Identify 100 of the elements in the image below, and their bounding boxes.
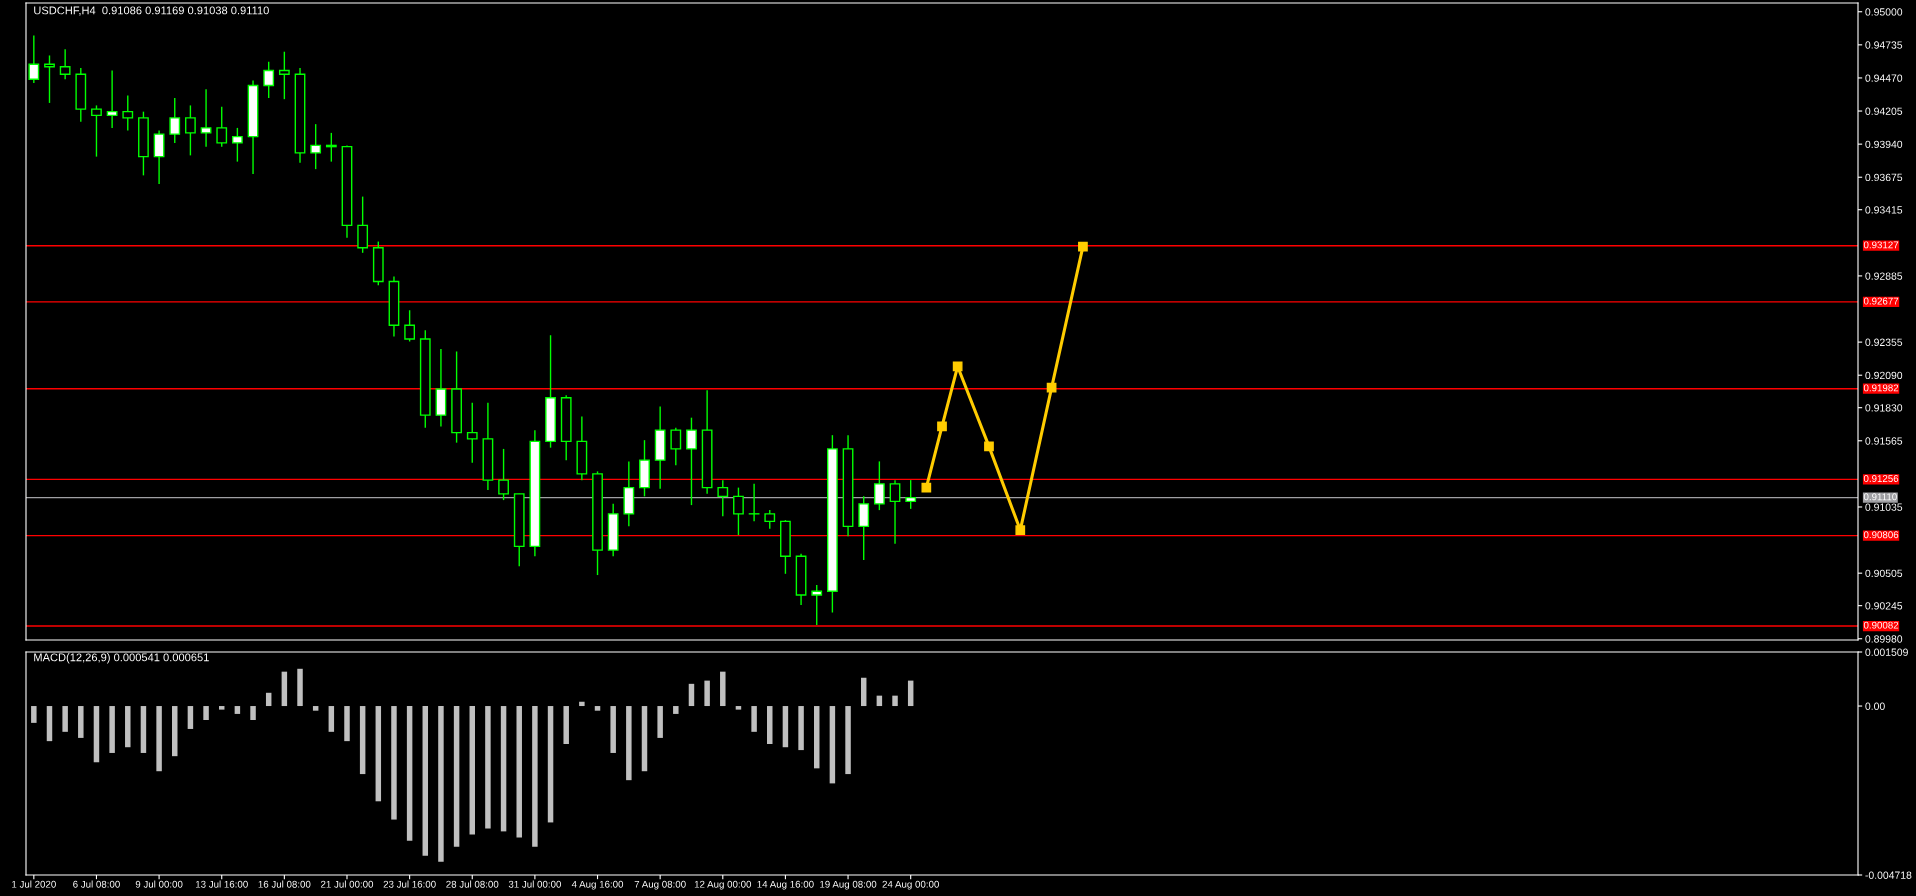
bar [250, 706, 256, 721]
bar [704, 680, 710, 707]
bar [500, 706, 507, 832]
bar [469, 706, 475, 835]
y-tick-label: 0.94470 [1865, 74, 1903, 82]
bar [328, 706, 335, 732]
candlestick [873, 460, 885, 511]
ref-line-label: 0.93127 [1863, 241, 1899, 249]
candlestick [59, 48, 71, 80]
candlestick [404, 309, 416, 343]
x-tick-label: 13 Jul 16:00 [195, 880, 248, 888]
y-tick-label: 0.94205 [1865, 107, 1903, 115]
candlestick [811, 584, 823, 626]
y-tick-label: 0.95000 [1865, 8, 1903, 16]
bar [46, 706, 53, 742]
y-tick-label: -0.004718 [1865, 871, 1912, 879]
point [937, 421, 947, 432]
ref-line-label: 0.91256 [1863, 475, 1899, 482]
y-tick-label: 0.89980 [1865, 635, 1903, 643]
bar [406, 706, 413, 841]
bar [813, 706, 820, 769]
bar [673, 706, 679, 714]
candlestick [858, 495, 870, 561]
x-tick-label: 28 Jul 08:00 [446, 880, 499, 888]
x-tick-label: 4 Aug 16:00 [571, 880, 624, 890]
bar [297, 668, 303, 707]
y-tick-label: 0.91035 [1865, 503, 1903, 511]
bar [109, 706, 115, 753]
candlestick [122, 94, 134, 132]
candlestick [106, 69, 118, 129]
x-tick-label: 12 Aug 00:00 [694, 880, 752, 890]
bar [907, 680, 914, 707]
x-tick-label: 14 Aug 16:00 [757, 880, 814, 890]
chart-title: MACD(12,26,9) 0.000541 0.000651 [34, 653, 209, 664]
bar [359, 706, 366, 775]
x-tick-label: 24 Aug 00:00 [882, 880, 939, 890]
candlestick [905, 479, 917, 510]
bar [312, 706, 319, 711]
bar [93, 706, 100, 763]
bar [720, 671, 726, 707]
bar [485, 706, 491, 829]
y-tick-label: 0.92355 [1865, 338, 1903, 346]
bar [782, 706, 789, 748]
chart-title: USDCHF,H4 0.91086 0.91169 0.91038 0.91110 [34, 6, 269, 16]
bar [281, 671, 288, 707]
bar [31, 706, 37, 723]
point [1015, 525, 1026, 535]
y-tick-label: 0.001509 [1865, 648, 1908, 656]
candlestick [263, 61, 275, 99]
bar [391, 706, 397, 820]
y-tick-label: 0.91565 [1865, 437, 1903, 445]
candlestick [686, 416, 697, 506]
ref-line-label: 0.90806 [1863, 531, 1899, 539]
candlestick [200, 88, 212, 148]
bar [375, 706, 382, 802]
x-tick-label: 19 Aug 08:00 [820, 880, 877, 890]
candlestick [357, 195, 369, 254]
x-tick-label: 23 Jul 16:00 [383, 880, 436, 888]
bar [892, 695, 898, 707]
bar [516, 706, 522, 838]
candlestick [764, 509, 776, 530]
bar [344, 706, 350, 742]
bar [610, 706, 616, 753]
candlestick [498, 448, 509, 501]
x-tick-label: 31 Jul 00:00 [508, 880, 561, 888]
x-tick-label: 9 Jul 00:00 [135, 880, 183, 888]
ref-line-label: 0.92677 [1863, 297, 1899, 305]
ref-line-label: 0.91982 [1863, 384, 1899, 392]
y-tick-label: 0.93675 [1865, 173, 1903, 182]
y-tick-label: 0.92885 [1865, 272, 1903, 280]
bar [657, 706, 663, 738]
ref-line-label: 0.90082 [1863, 621, 1899, 629]
y-tick-label: 0.90505 [1865, 569, 1903, 578]
bar [860, 677, 867, 707]
bar [453, 706, 460, 847]
point [952, 361, 963, 372]
bar [798, 706, 804, 751]
y-tick-label: 0.00 [1865, 702, 1885, 710]
y-tick-label: 0.94735 [1865, 41, 1903, 49]
bar [532, 706, 538, 847]
bar [234, 706, 241, 714]
ref-line-label: 0.91110 [1863, 493, 1897, 501]
point [1078, 241, 1088, 252]
bar [438, 706, 444, 862]
candlestick [91, 104, 102, 158]
candlestick [185, 104, 196, 157]
y-tick-label: 0.93415 [1865, 206, 1903, 214]
candlestick [889, 479, 901, 545]
point [921, 482, 932, 493]
candlestick [153, 129, 165, 185]
bar [641, 706, 648, 772]
y-tick-label: 0.91830 [1865, 404, 1903, 412]
bar [594, 706, 601, 711]
x-tick-label: 21 Jul 00:00 [321, 880, 374, 888]
x-tick-label: 1 Jul 2020 [12, 880, 56, 888]
bar [688, 683, 695, 707]
candlestick [717, 479, 729, 518]
x-tick-label: 7 Aug 08:00 [634, 880, 686, 890]
bar [829, 706, 836, 784]
x-tick-label: 16 Jul 08:00 [258, 880, 311, 888]
